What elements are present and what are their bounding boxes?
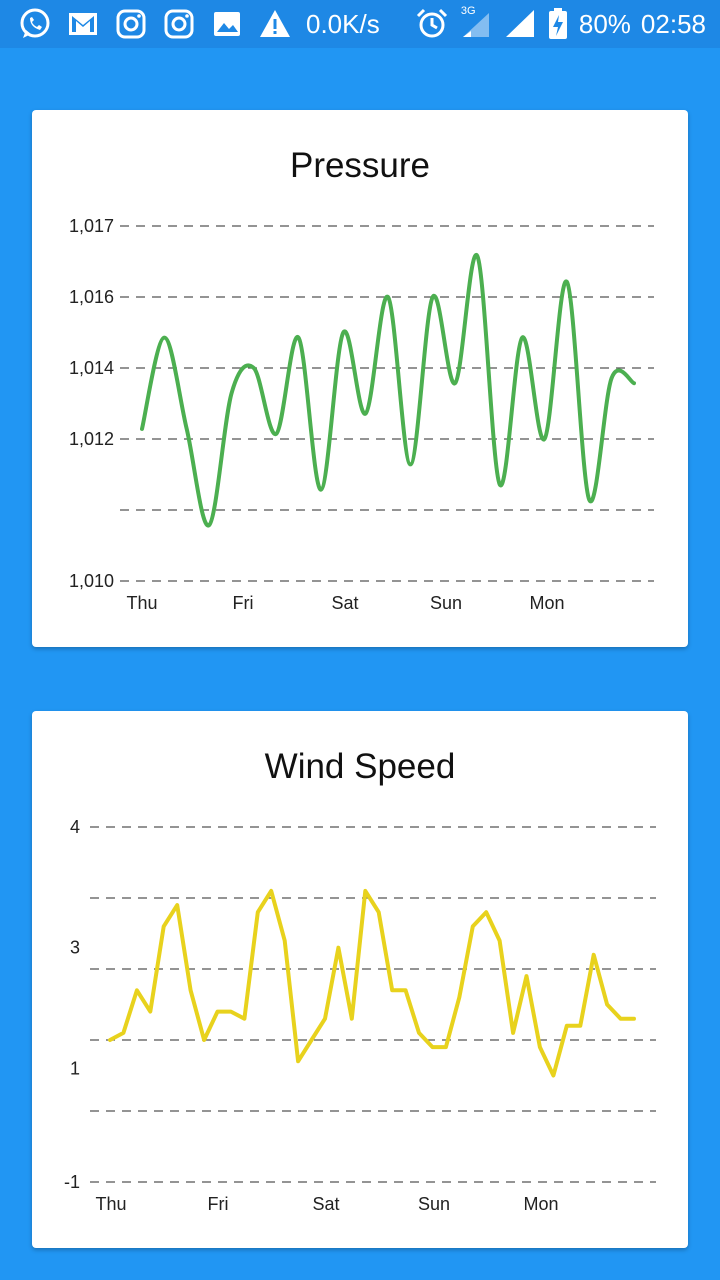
series-line bbox=[140, 253, 636, 528]
series-line bbox=[108, 888, 636, 1078]
notification-icons: 0.0K/s bbox=[18, 7, 380, 41]
system-icons: 3G 80% 02:58 bbox=[415, 5, 706, 41]
x-tick-label: Thu bbox=[126, 593, 157, 613]
x-tick-label: Fri bbox=[233, 593, 254, 613]
pressure-chart: 1,017 1,016 1,014 1,012 1,010 Thu Fri Sat Sun Mon bbox=[69, 216, 654, 613]
x-tick-label: Mon bbox=[529, 593, 564, 613]
y-tick-label: 1,017 bbox=[69, 216, 114, 236]
alarm-icon bbox=[415, 7, 449, 41]
x-tick-label: Sat bbox=[331, 593, 358, 613]
x-tick-label: Fri bbox=[208, 1194, 229, 1214]
gallery-icon bbox=[210, 7, 244, 41]
x-tick-label: Sun bbox=[418, 1194, 450, 1214]
network-speed: 0.0K/s bbox=[306, 8, 380, 39]
signal-icon bbox=[503, 7, 537, 41]
instagram-icon bbox=[114, 7, 148, 41]
y-tick-label: 1,010 bbox=[69, 571, 114, 591]
y-tick-label: 1 bbox=[70, 1058, 80, 1078]
battery-charging-icon bbox=[547, 7, 569, 41]
status-bar: 0.0K/s 3G 80% 02:58 bbox=[0, 0, 720, 48]
warning-icon bbox=[258, 7, 292, 41]
x-tick-label: Thu bbox=[95, 1194, 126, 1214]
pressure-chart-card: Pressure 1,017 1,016 1,014 1,012 1,010 Thu Fri… bbox=[32, 110, 688, 647]
y-tick-label: 1,016 bbox=[69, 287, 114, 307]
wind-speed-chart: 4 3 1 -1 Thu Fri Sat Sun Mon bbox=[64, 817, 656, 1214]
chart-title: Pressure bbox=[289, 146, 431, 185]
whatsapp-icon bbox=[18, 7, 52, 41]
x-tick-label: Mon bbox=[523, 1194, 558, 1214]
instagram-icon bbox=[162, 7, 196, 41]
chart-title: Wind Speed bbox=[264, 747, 456, 786]
y-tick-label: 1,014 bbox=[69, 358, 114, 378]
network-type-label: 3G bbox=[460, 5, 476, 17]
clock: 02:58 bbox=[640, 8, 706, 39]
y-tick-label: 4 bbox=[70, 817, 80, 837]
battery-level: 80% bbox=[578, 8, 631, 39]
gmail-icon bbox=[66, 7, 100, 41]
x-tick-label: Sat bbox=[312, 1194, 339, 1214]
y-tick-label: 1,012 bbox=[69, 429, 114, 449]
y-tick-label: 3 bbox=[70, 938, 80, 958]
x-tick-label: Sun bbox=[430, 593, 462, 613]
signal-3g-icon: 3G bbox=[459, 5, 493, 41]
wind-speed-chart-card: Wind Speed 4 3 1 -1 Thu Fri Sat Sun Mon bbox=[32, 711, 688, 1248]
y-tick-label: -1 bbox=[64, 1172, 80, 1192]
